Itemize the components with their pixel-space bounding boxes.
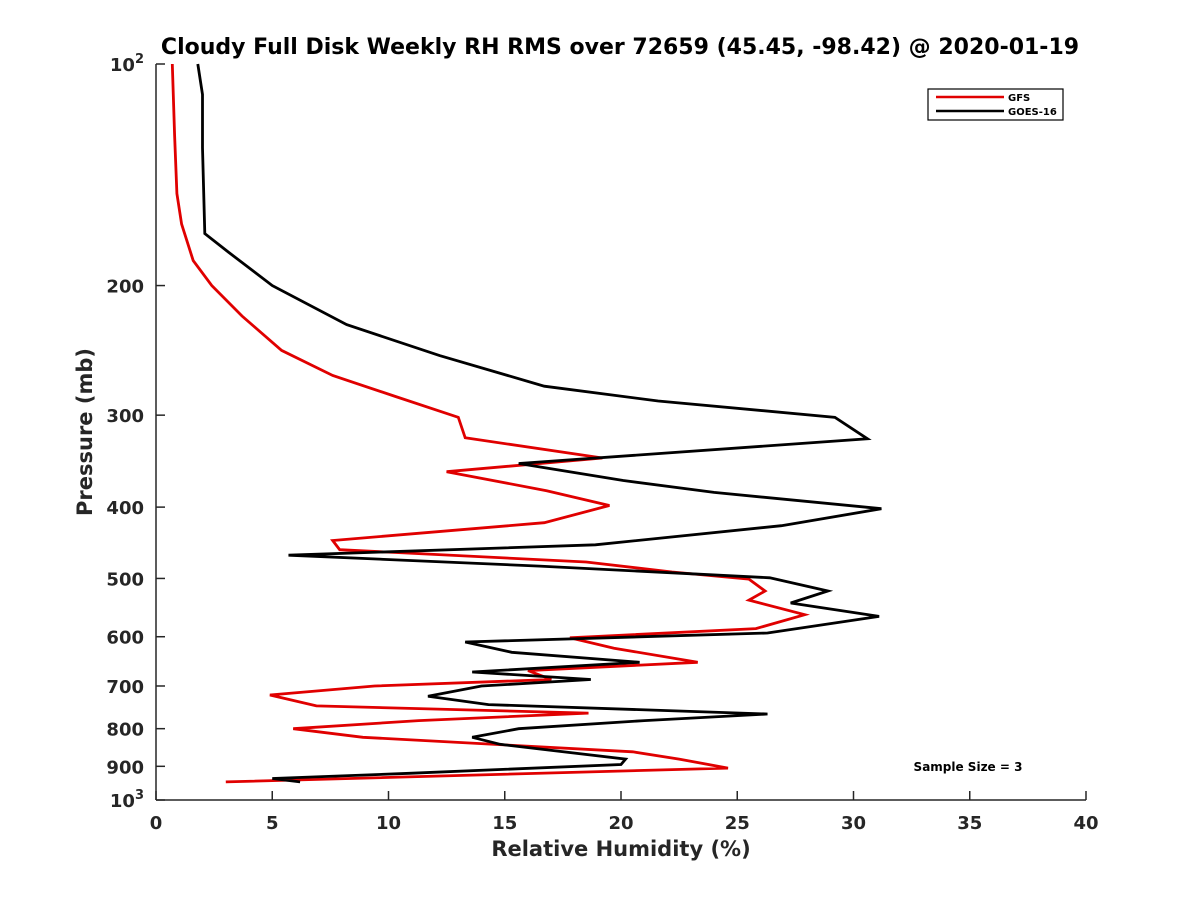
sample-size-annotation: Sample Size = 3	[914, 760, 1023, 774]
legend-label-gfs: GFS	[1008, 93, 1030, 104]
data-series	[170, 63, 882, 784]
y-tick-label-9: 103	[110, 788, 144, 812]
legend-box	[927, 88, 1064, 121]
x-tick-label-7: 35	[957, 813, 982, 834]
x-axis-ticks: 0 5 10 15 20 25 30 35 40	[150, 791, 1099, 834]
x-tick-label-3: 15	[492, 813, 517, 834]
y-axis-label: Pressure (mb)	[73, 348, 97, 516]
legend-label-goes16: GOES-16	[1008, 107, 1057, 118]
chart-title: Cloudy Full Disk Weekly RH RMS over 7265…	[161, 35, 1079, 60]
legend: GFS GOES-16	[927, 88, 1064, 121]
y-tick-label-4: 500	[106, 569, 144, 590]
x-tick-label-5: 25	[725, 813, 750, 834]
x-axis-label: Relative Humidity (%)	[491, 837, 750, 861]
y-tick-label-1: 200	[106, 277, 144, 298]
y-axis-ticks: 102 200 300 400 500 600 700 800 900 103	[106, 52, 165, 812]
y-tick-label-2: 300	[106, 406, 144, 427]
x-tick-label-4: 20	[608, 813, 633, 834]
y-tick-label-8: 900	[106, 757, 144, 778]
x-tick-label-6: 30	[841, 813, 866, 834]
series-line-goes-16	[196, 63, 882, 784]
x-tick-label-2: 10	[376, 813, 401, 834]
x-tick-label-1: 5	[266, 813, 279, 834]
x-tick-label-8: 40	[1073, 813, 1098, 834]
x-tick-label-0: 0	[150, 813, 163, 834]
y-tick-label-5: 600	[106, 628, 144, 649]
y-tick-label-3: 400	[106, 498, 144, 519]
y-tick-label-7: 800	[106, 720, 144, 741]
y-tick-label-6: 700	[106, 677, 144, 698]
y-tick-label-0: 102	[110, 52, 144, 76]
